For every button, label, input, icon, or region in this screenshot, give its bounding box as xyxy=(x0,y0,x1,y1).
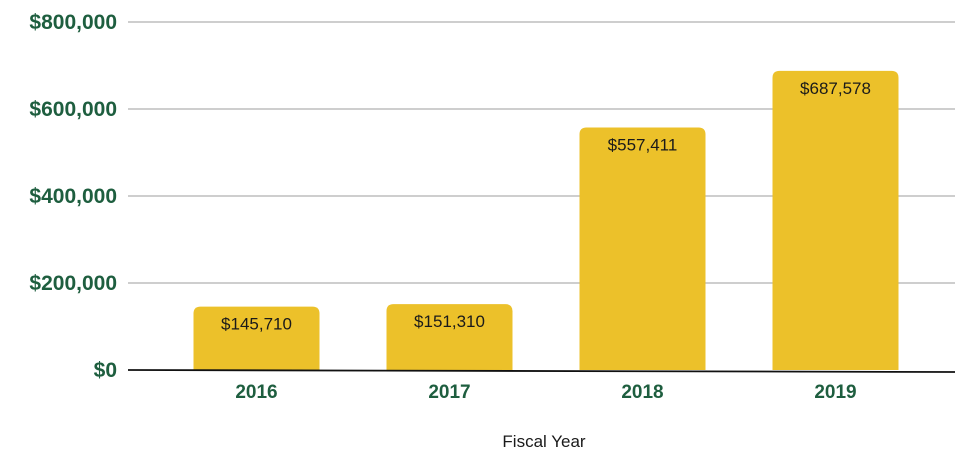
bar-2018 xyxy=(579,127,706,370)
data-label-2019: $687,578 xyxy=(800,79,871,98)
data-label-2017: $151,310 xyxy=(414,312,485,331)
data-label-2016: $145,710 xyxy=(221,315,292,334)
x-tick-label: 2018 xyxy=(621,382,663,403)
y-tick-label: $800,000 xyxy=(29,11,117,34)
data-labels: $145,710 $151,310 $557,411 $687,578 xyxy=(221,79,871,334)
x-axis-title: Fiscal Year xyxy=(502,432,585,451)
bar-2016 xyxy=(193,306,320,370)
x-axis-baseline xyxy=(127,369,955,373)
bars xyxy=(193,70,899,371)
y-tick-label: $400,000 xyxy=(29,185,117,208)
y-tick-label: $0 xyxy=(94,359,117,382)
data-label-2018: $557,411 xyxy=(608,136,678,155)
bar-2017 xyxy=(386,304,513,370)
y-tick-label: $600,000 xyxy=(29,98,117,121)
x-tick-label: 2016 xyxy=(235,382,277,403)
bar-2019 xyxy=(772,70,899,371)
y-tick-label: $200,000 xyxy=(29,272,117,295)
x-tick-label: 2019 xyxy=(814,382,856,403)
x-tick-label: 2017 xyxy=(428,382,470,403)
axes: $0 $200,000 $400,000 $600,000 $800,000 2016 20… xyxy=(29,11,955,403)
